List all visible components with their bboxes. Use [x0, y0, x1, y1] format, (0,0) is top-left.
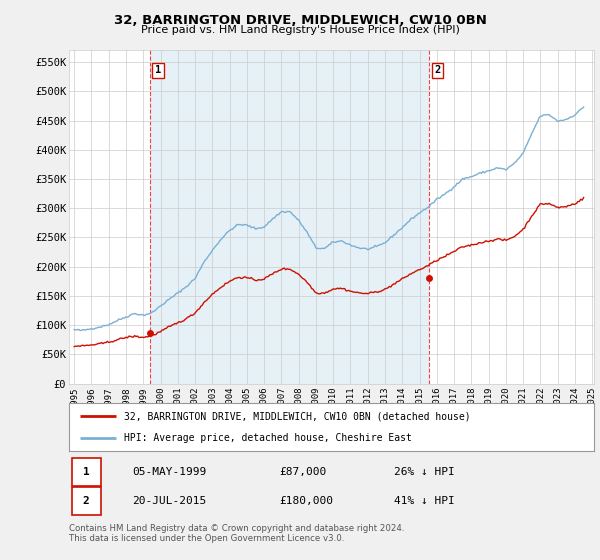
Text: 1: 1: [83, 467, 89, 477]
Text: 20-JUL-2015: 20-JUL-2015: [132, 496, 206, 506]
Bar: [149, 50, 429, 384]
FancyBboxPatch shape: [71, 459, 101, 486]
Text: 2: 2: [83, 496, 89, 506]
Text: Price paid vs. HM Land Registry's House Price Index (HPI): Price paid vs. HM Land Registry's House …: [140, 25, 460, 35]
Text: 41% ↓ HPI: 41% ↓ HPI: [395, 496, 455, 506]
Text: HPI: Average price, detached house, Cheshire East: HPI: Average price, detached house, Ches…: [124, 433, 412, 443]
Text: 32, BARRINGTON DRIVE, MIDDLEWICH, CW10 0BN: 32, BARRINGTON DRIVE, MIDDLEWICH, CW10 0…: [113, 14, 487, 27]
Text: 1: 1: [155, 66, 161, 76]
Text: £87,000: £87,000: [279, 467, 326, 477]
Text: 32, BARRINGTON DRIVE, MIDDLEWICH, CW10 0BN (detached house): 32, BARRINGTON DRIVE, MIDDLEWICH, CW10 0…: [124, 411, 471, 421]
Text: 2: 2: [434, 66, 440, 76]
Text: 26% ↓ HPI: 26% ↓ HPI: [395, 467, 455, 477]
Text: 05-MAY-1999: 05-MAY-1999: [132, 467, 206, 477]
FancyBboxPatch shape: [71, 487, 101, 515]
Text: Contains HM Land Registry data © Crown copyright and database right 2024.
This d: Contains HM Land Registry data © Crown c…: [69, 524, 404, 543]
Text: £180,000: £180,000: [279, 496, 333, 506]
